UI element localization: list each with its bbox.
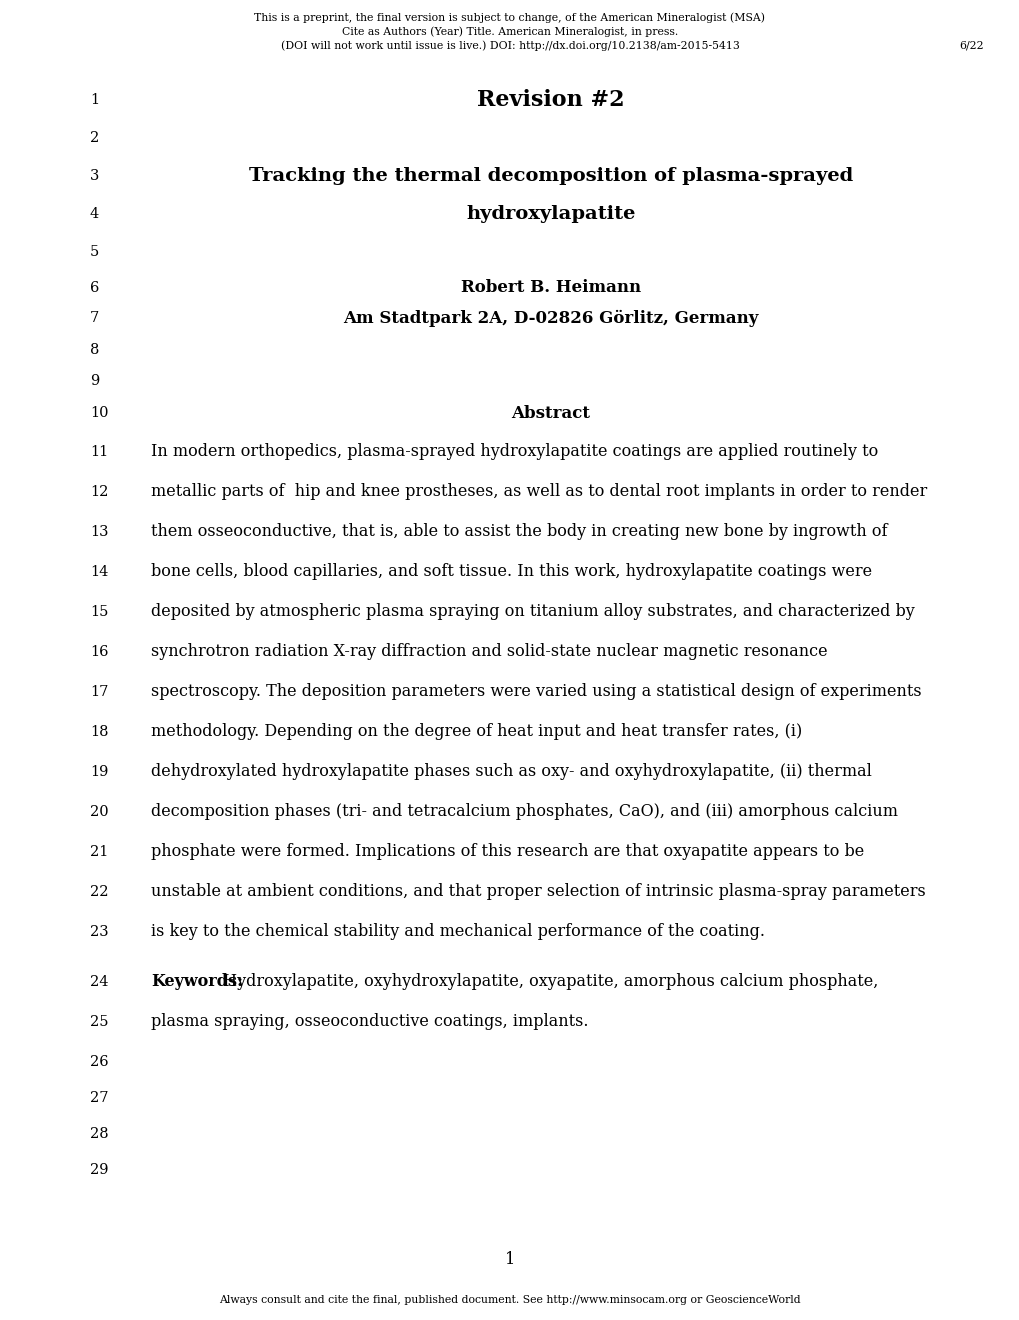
Text: 9: 9: [90, 374, 99, 388]
Text: In modern orthopedics, plasma-sprayed hydroxylapatite coatings are applied routi: In modern orthopedics, plasma-sprayed hy…: [151, 444, 877, 461]
Text: Always consult and cite the final, published document. See http://www.minsocam.o: Always consult and cite the final, publi…: [219, 1295, 800, 1305]
Text: 7: 7: [90, 312, 99, 325]
Text: This is a preprint, the final version is subject to change, of the American Mine: This is a preprint, the final version is…: [255, 13, 764, 24]
Text: is key to the chemical stability and mechanical performance of the coating.: is key to the chemical stability and mec…: [151, 924, 764, 940]
Text: 14: 14: [90, 565, 108, 579]
Text: deposited by atmospheric plasma spraying on titanium alloy substrates, and chara: deposited by atmospheric plasma spraying…: [151, 603, 914, 620]
Text: decomposition phases (tri- and tetracalcium phosphates, CaO), and (iii) amorphou: decomposition phases (tri- and tetracalc…: [151, 804, 897, 821]
Text: 11: 11: [90, 445, 108, 459]
Text: hydroxylapatite: hydroxylapatite: [466, 205, 635, 223]
Text: 26: 26: [90, 1055, 108, 1069]
Text: 16: 16: [90, 645, 108, 659]
Text: 1: 1: [90, 92, 99, 107]
Text: Am Stadtpark 2A, D-02826 Görlitz, Germany: Am Stadtpark 2A, D-02826 Görlitz, German…: [342, 309, 758, 326]
Text: 28: 28: [90, 1127, 108, 1140]
Text: 21: 21: [90, 845, 108, 859]
Text: 13: 13: [90, 525, 108, 539]
Text: phosphate were formed. Implications of this research are that oxyapatite appears: phosphate were formed. Implications of t…: [151, 843, 863, 861]
Text: 6/22: 6/22: [959, 41, 983, 51]
Text: dehydroxylated hydroxylapatite phases such as oxy- and oxyhydroxylapatite, (ii) : dehydroxylated hydroxylapatite phases su…: [151, 763, 871, 780]
Text: bone cells, blood capillaries, and soft tissue. In this work, hydroxylapatite co: bone cells, blood capillaries, and soft …: [151, 564, 871, 581]
Text: 1: 1: [504, 1251, 515, 1269]
Text: 27: 27: [90, 1092, 108, 1105]
Text: 4: 4: [90, 207, 99, 220]
Text: Cite as Authors (Year) Title. American Mineralogist, in press.: Cite as Authors (Year) Title. American M…: [341, 26, 678, 37]
Text: 18: 18: [90, 725, 108, 739]
Text: plasma spraying, osseoconductive coatings, implants.: plasma spraying, osseoconductive coating…: [151, 1014, 588, 1031]
Text: synchrotron radiation X-ray diffraction and solid-state nuclear magnetic resonan: synchrotron radiation X-ray diffraction …: [151, 644, 826, 660]
Text: 3: 3: [90, 169, 99, 183]
Text: (DOI will not work until issue is live.) DOI: http://dx.doi.org/10.2138/am-2015-: (DOI will not work until issue is live.)…: [280, 41, 739, 51]
Text: 22: 22: [90, 884, 108, 899]
Text: 8: 8: [90, 343, 99, 356]
Text: 19: 19: [90, 766, 108, 779]
Text: Robert B. Heimann: Robert B. Heimann: [461, 280, 640, 297]
Text: 5: 5: [90, 246, 99, 259]
Text: unstable at ambient conditions, and that proper selection of intrinsic plasma-sp: unstable at ambient conditions, and that…: [151, 883, 925, 900]
Text: 23: 23: [90, 925, 108, 939]
Text: Abstract: Abstract: [511, 404, 590, 421]
Text: 25: 25: [90, 1015, 108, 1030]
Text: Hydroxylapatite, oxyhydroxylapatite, oxyapatite, amorphous calcium phosphate,: Hydroxylapatite, oxyhydroxylapatite, oxy…: [218, 974, 878, 990]
Text: 15: 15: [90, 605, 108, 619]
Text: them osseoconductive, that is, able to assist the body in creating new bone by i: them osseoconductive, that is, able to a…: [151, 524, 887, 540]
Text: 12: 12: [90, 484, 108, 499]
Text: 17: 17: [90, 685, 108, 700]
Text: 29: 29: [90, 1163, 108, 1177]
Text: metallic parts of  hip and knee prostheses, as well as to dental root implants i: metallic parts of hip and knee prosthese…: [151, 483, 926, 500]
Text: methodology. Depending on the degree of heat input and heat transfer rates, (i): methodology. Depending on the degree of …: [151, 723, 801, 741]
Text: spectroscopy. The deposition parameters were varied using a statistical design o: spectroscopy. The deposition parameters …: [151, 684, 921, 701]
Text: Keywords:: Keywords:: [151, 974, 243, 990]
Text: 20: 20: [90, 805, 108, 818]
Text: Revision #2: Revision #2: [477, 88, 624, 111]
Text: 24: 24: [90, 975, 108, 989]
Text: 10: 10: [90, 407, 108, 420]
Text: 2: 2: [90, 131, 99, 145]
Text: Tracking the thermal decomposition of plasma-sprayed: Tracking the thermal decomposition of pl…: [249, 168, 852, 185]
Text: 6: 6: [90, 281, 99, 294]
